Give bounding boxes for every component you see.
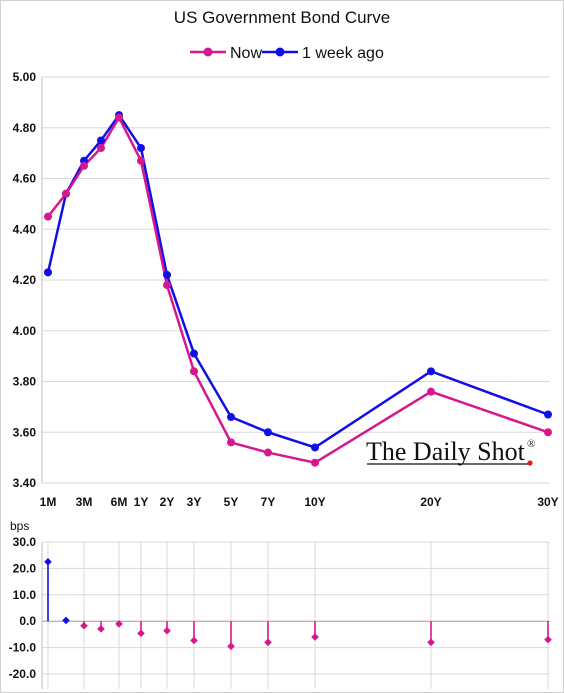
x-tick-label: 6M [111,495,128,509]
watermark: The Daily Shot ® [366,437,535,466]
series-point [227,438,235,447]
legend-now-marker [203,47,213,57]
series-point [311,443,319,452]
change-diamond [137,629,145,638]
x-tick-label: 1Y [134,495,149,509]
main-y-tick-label: 3.80 [13,375,37,389]
change-diamond [427,638,435,647]
change-diamond [44,558,52,566]
main-y-axis: 5.00 4.80 4.60 4.40 4.20 4.00 3.80 3.60 3.40 [13,70,43,490]
series-point [427,367,435,376]
x-tick-label: 1M [40,495,57,509]
legend: Now 1 week ago [190,45,384,62]
series-point [97,144,105,153]
change-diamond [264,638,272,647]
main-y-tick-label: 4.60 [13,172,37,186]
main-y-tick-label: 3.40 [13,476,37,490]
watermark-registered-mark: ® [527,438,535,450]
series-point [137,144,145,153]
series-point [137,156,145,165]
change-series [44,558,552,651]
main-y-tick-label: 4.40 [13,222,37,236]
change-diamond [62,616,70,625]
main-y-tick-label: 4.00 [13,324,37,338]
series-point [44,212,52,221]
bottom-y-tick-label: 30.0 [13,535,37,549]
bottom-y-unit: bps [10,519,29,533]
change-diamond [190,636,198,645]
series-point [544,428,552,437]
x-tick-label: 3Y [187,495,202,509]
legend-now-label: Now [230,45,262,62]
bottom-y-tick-label: 0.0 [19,614,36,628]
series-point [163,270,171,279]
bottom-y-tick-label: -10.0 [9,641,37,655]
main-series [44,111,552,467]
change-diamond [544,635,552,644]
series-point [62,189,70,198]
series-point [264,448,272,457]
series-point [190,349,198,358]
legend-week-ago-marker [275,47,285,57]
watermark-text: The Daily Shot [366,437,526,466]
main-y-tick-label: 3.60 [13,425,37,439]
bottom-y-tick-label: 20.0 [13,561,37,575]
series-point [190,367,198,376]
chart-title: US Government Bond Curve [174,8,390,27]
watermark-dot [527,460,533,466]
series-point [97,136,105,145]
x-tick-label: 7Y [261,495,276,509]
x-tick-label: 10Y [304,495,325,509]
series-point [264,428,272,437]
series-point [44,268,52,277]
change-diamond [97,625,105,633]
series-point [163,281,171,290]
bottom-y-tick-label: -20.0 [9,667,37,681]
series-point [80,161,88,170]
x-tick-label: 2Y [160,495,175,509]
main-y-tick-label: 4.80 [13,121,37,135]
main-y-tick-label: 5.00 [13,70,37,84]
series-point [427,387,435,396]
change-diamond [115,620,123,628]
x-tick-label: 30Y [537,495,558,509]
bottom-y-axis: 30.0 20.0 10.0 0.0 -10.0 -20.0 [9,535,43,689]
x-tick-label: 5Y [224,495,239,509]
series-point [115,113,123,122]
x-tick-label: 20Y [420,495,441,509]
change-diamond [227,642,235,651]
change-diamond [311,633,319,641]
series-point [311,458,319,467]
legend-week-ago-label: 1 week ago [302,45,384,62]
series-point [227,413,235,422]
series-point [544,410,552,419]
change-diamond [80,621,88,630]
x-axis: 1M 3M 6M 1Y 2Y 3Y 5Y 7Y 10Y 20Y 30Y [40,495,559,509]
main-y-tick-label: 4.20 [13,273,37,287]
bottom-y-tick-label: 10.0 [13,588,37,602]
x-tick-label: 3M [76,495,93,509]
change-diamond [163,626,171,635]
